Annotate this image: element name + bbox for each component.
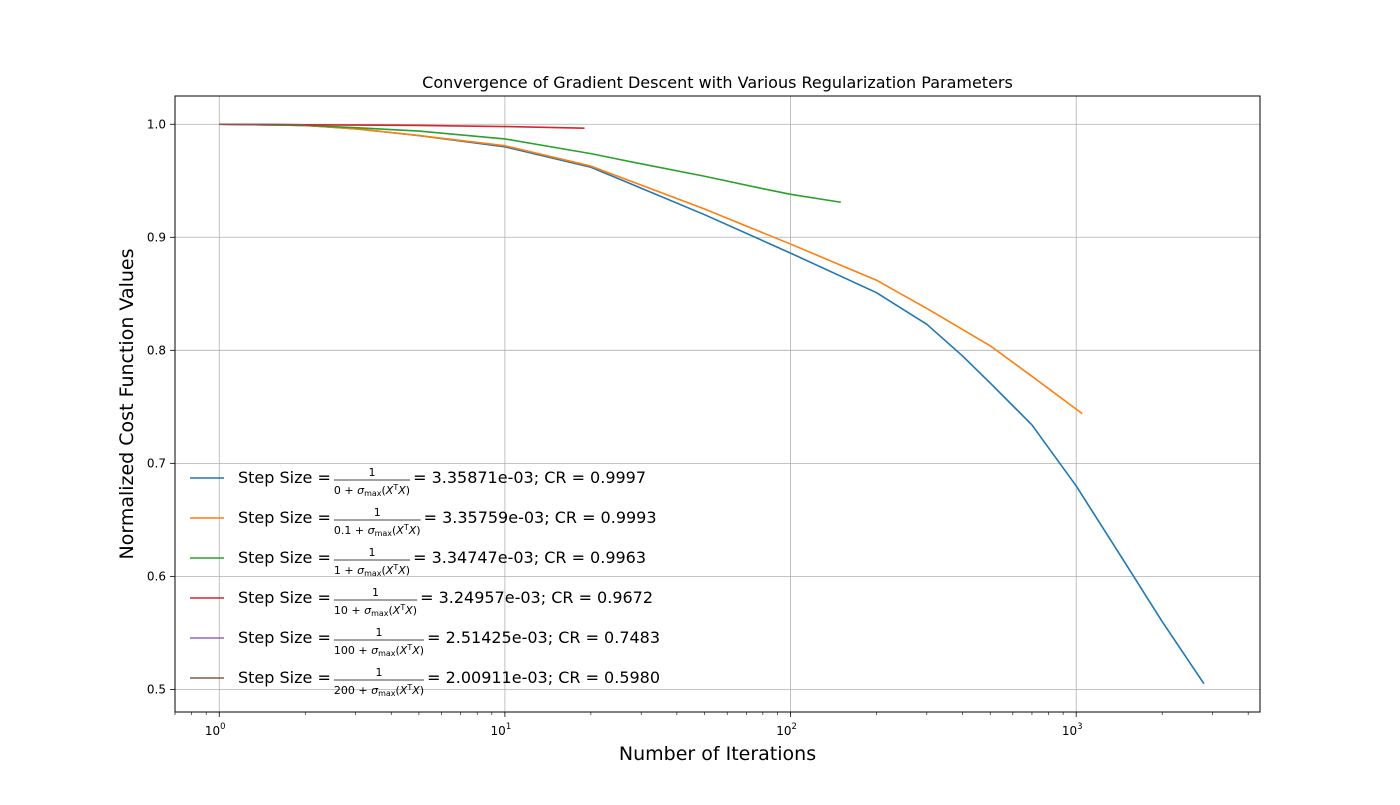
legend-label-prefix: Step Size = [238,628,331,647]
legend-numerator: 1 [368,466,375,479]
x-tick-exponent: 2 [791,722,796,732]
legend-denominator: 0.1 + σmax(XTX) [334,523,421,538]
x-axis-label: Number of Iterations [619,743,816,765]
y-tick-label: 0.8 [147,343,166,357]
y-tick-label: 0.9 [147,230,166,244]
legend-label-prefix: Step Size = [238,548,331,567]
legend-numerator: 1 [372,586,379,599]
legend-numerator: 1 [368,546,375,559]
legend-label-suffix: = 3.35871e-03; CR = 0.9997 [413,468,646,487]
grid [175,96,1260,712]
legend-entry: Step Size = 100 + σmax(XTX) 1 = 2.51425e-… [190,626,660,658]
legend-numerator: 1 [375,666,382,679]
series-line [219,123,306,126]
legend-entry: Step Size = 10 + σmax(XTX) 1 = 3.24957e-0… [190,586,653,618]
legend-entry: Step Size = 200 + σmax(XTX) 1 = 2.00911e-… [190,666,660,698]
legend-entry: Step Size = 0 + σmax(XTX) 1 = 3.35871e-03… [190,466,646,498]
legend-label-prefix: Step Size = [238,588,331,607]
x-tick-exponent: 3 [1077,722,1082,732]
legend-label-prefix: Step Size = [238,468,331,487]
y-tick-label: 1.0 [147,117,166,131]
legend-denominator: 100 + σmax(XTX) [334,643,424,658]
chart-title: Convergence of Gradient Descent with Var… [422,73,1013,92]
legend-label-suffix: = 2.00911e-03; CR = 0.5980 [427,668,660,687]
legend-entry: Step Size = 0.1 + σmax(XTX) 1 = 3.35759e-… [190,506,657,538]
legend-denominator: 0 + σmax(XTX) [334,483,410,498]
legend-numerator: 1 [374,506,381,519]
series-line [219,123,1083,415]
legend-label-prefix: Step Size = [238,508,331,527]
legend-entry: Step Size = 1 + σmax(XTX) 1 = 3.34747e-03… [190,546,646,578]
x-tick-exponent: 0 [220,722,225,732]
legend-denominator: 1 + σmax(XTX) [334,563,410,578]
legend-denominator: 200 + σmax(XTX) [334,683,424,698]
legend: Step Size = 0 + σmax(XTX) 1 = 3.35871e-03… [190,466,660,698]
legend-numerator: 1 [375,626,382,639]
x-tick-exponent: 1 [506,722,511,732]
legend-label-suffix: = 2.51425e-03; CR = 0.7483 [427,628,660,647]
y-tick-label: 0.7 [147,456,166,470]
y-axis-label: Normalized Cost Function Values [116,249,138,560]
series-line [219,123,841,204]
legend-label-prefix: Step Size = [238,668,331,687]
plot-frame [174,95,1261,713]
legend-denominator: 10 + σmax(XTX) [334,603,417,618]
legend-label-suffix: = 3.34747e-03; CR = 0.9963 [413,548,646,567]
legend-label-suffix: = 3.24957e-03; CR = 0.9672 [420,588,653,607]
y-tick-label: 0.6 [147,569,166,583]
series-lines [219,123,1205,685]
y-tick-label: 0.5 [147,682,166,696]
legend-label-suffix: = 3.35759e-03; CR = 0.9993 [424,508,657,527]
